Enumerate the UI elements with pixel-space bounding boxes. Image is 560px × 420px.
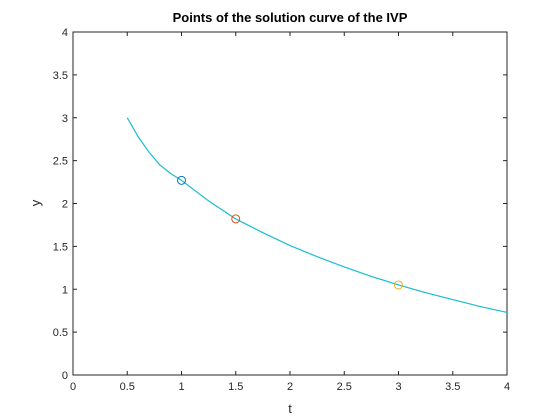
y-axis-label: y [28,199,43,206]
x-tick-label: 0.5 [120,381,135,393]
solution-curve [126,117,508,313]
data-point-marker [177,175,186,185]
y-tick-label: 0.5 [53,327,68,339]
plot-area [72,31,508,376]
x-tick-label: 1 [178,381,184,393]
y-tick-label: 1.5 [53,241,68,253]
x-tick-label: 2.5 [337,381,352,393]
data-point-marker [231,214,241,224]
y-tick-label: 2 [62,199,68,211]
x-tick-label: 0 [70,381,76,393]
y-tick-label: 0 [62,370,68,382]
x-tick-label: 3.5 [445,381,460,393]
x-tick-label: 2 [287,381,293,393]
x-axis: 0 0.5 1 1.5 2 2.5 3 3.5 4 [70,32,510,393]
x-tick-label: 1.5 [228,381,243,393]
x-tick-label: 4 [504,381,510,393]
axes-box [72,31,508,376]
y-tick-label: 3.5 [53,70,68,82]
y-tick-label: 1 [62,284,68,296]
y-tick-label: 3 [62,113,68,125]
x-tick-label: 3 [395,381,401,393]
markers [177,175,403,290]
y-axis: 0 0.5 1 1.5 2 2.5 3 3.5 4 [53,27,507,382]
y-tick-label: 2.5 [53,156,68,168]
y-tick-label: 4 [62,27,68,39]
chart-title: Points of the solution curve of the IVP [173,10,408,25]
data-point-marker [394,280,403,290]
x-axis-label: t [288,401,292,416]
